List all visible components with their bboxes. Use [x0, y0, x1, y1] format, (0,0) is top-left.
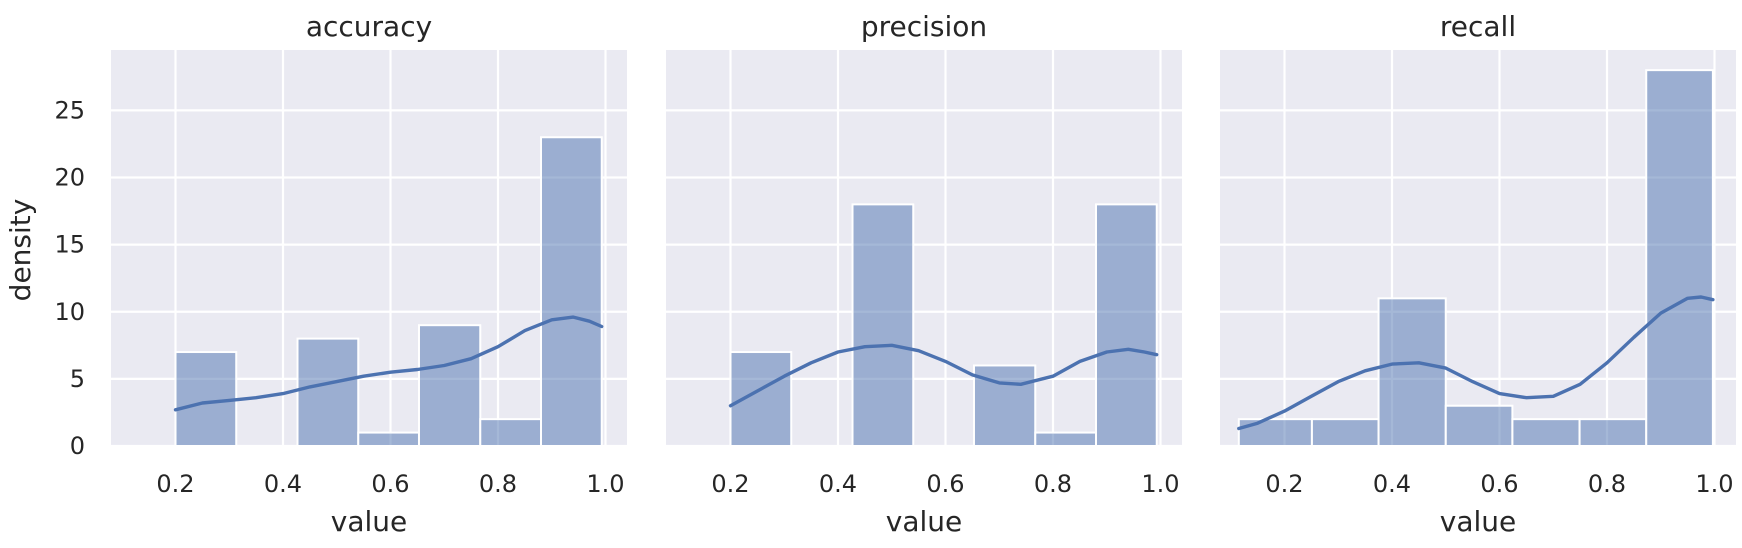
- x-tick-label: 0.8: [479, 470, 517, 498]
- y-tick-label: 0: [70, 432, 85, 460]
- histogram-bar: [298, 339, 359, 446]
- x-tick-label: 0.2: [711, 470, 749, 498]
- x-tick-label: 0.8: [1034, 470, 1072, 498]
- y-tick-label: 5: [70, 365, 85, 393]
- y-tick-label: 15: [54, 231, 85, 259]
- histogram-bar: [1580, 419, 1647, 446]
- histogram-bar: [853, 204, 914, 446]
- histogram-bar: [1512, 419, 1579, 446]
- x-tick-label: 0.6: [926, 470, 964, 498]
- histogram-bar: [1096, 204, 1157, 446]
- y-tick-label: 10: [54, 298, 85, 326]
- x-tick-label: 0.8: [1588, 470, 1626, 498]
- x-tick-label: 0.2: [1265, 470, 1303, 498]
- y-tick-label: 20: [54, 164, 85, 192]
- histogram-bar: [1646, 70, 1713, 446]
- panel-precision: precision 0.2 0.4 0.6 0.8 1.0 value: [666, 10, 1182, 538]
- x-axis-label: value: [1440, 505, 1516, 538]
- x-tick-label: 0.2: [156, 470, 194, 498]
- histogram-bar: [541, 137, 602, 446]
- panel-title: recall: [1440, 10, 1516, 43]
- x-tick-label: 1.0: [586, 470, 624, 498]
- x-tick-label: 0.6: [1480, 470, 1518, 498]
- x-axis-label: value: [886, 505, 962, 538]
- x-tick-label: 0.4: [264, 470, 302, 498]
- histogram-bar: [1239, 419, 1312, 446]
- histogram-bar: [419, 325, 480, 446]
- x-tick-label: 1.0: [1141, 470, 1179, 498]
- y-axis-label: density: [4, 199, 37, 302]
- x-axis-label: value: [331, 505, 407, 538]
- x-tick-label: 0.4: [1373, 470, 1411, 498]
- histogram-bar: [1379, 298, 1446, 446]
- panel-recall: recall 0.2 0.4 0.6 0.8 1.0 value: [1220, 10, 1736, 538]
- histogram-bar: [1312, 419, 1379, 446]
- histogram-bar: [358, 433, 419, 446]
- histogram-bar: [480, 419, 541, 446]
- x-tick-label: 0.6: [371, 470, 409, 498]
- panel-title: precision: [861, 10, 987, 43]
- y-tick-label: 25: [54, 96, 85, 124]
- panel-accuracy: accuracy 0.2 0.4 0.6 0.8 1.0 value 0 5 10 15 20 25: [54, 10, 627, 538]
- x-tick-label: 1.0: [1695, 470, 1733, 498]
- panel-title: accuracy: [306, 10, 432, 43]
- histogram-bar: [1446, 406, 1513, 446]
- histogram-bar: [1035, 433, 1096, 446]
- x-tick-label: 0.4: [819, 470, 857, 498]
